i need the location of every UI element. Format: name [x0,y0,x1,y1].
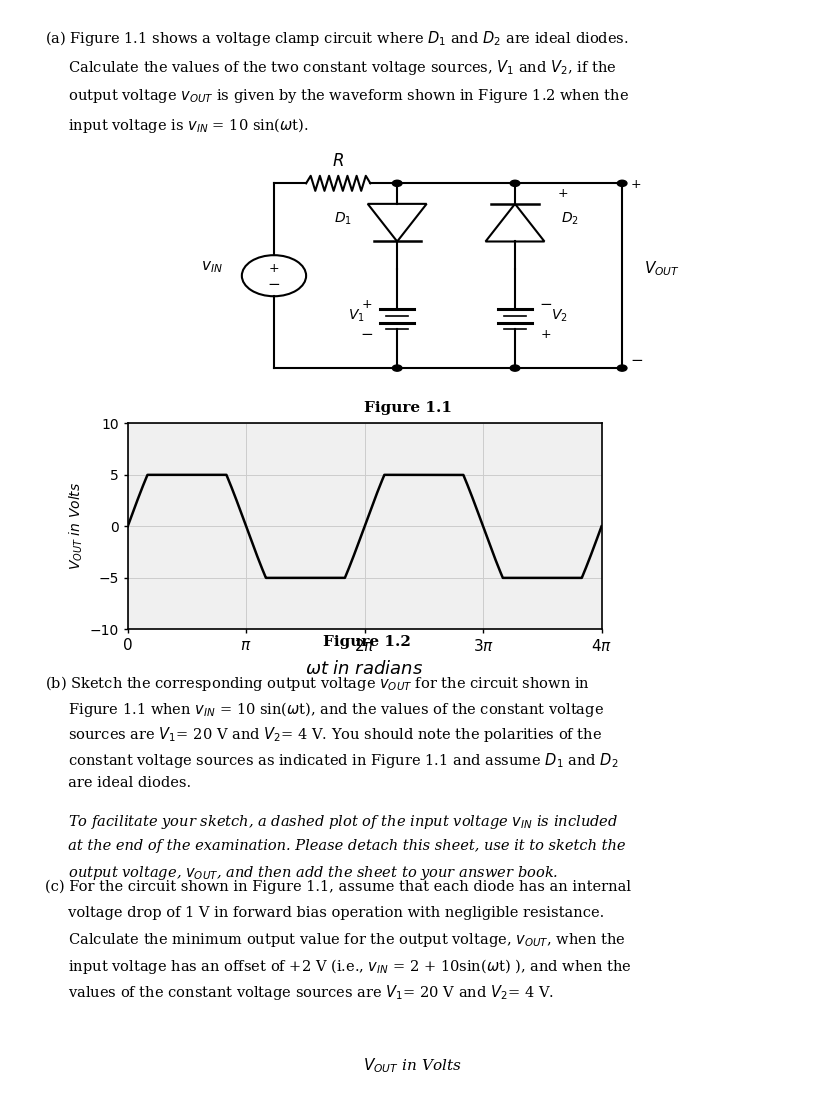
Circle shape [617,365,627,371]
Text: −: − [630,353,643,368]
Text: Figure 1.2: Figure 1.2 [323,635,410,649]
Text: (c) For the circuit shown in Figure 1.1, assume that each diode has an internal: (c) For the circuit shown in Figure 1.1,… [45,880,631,895]
Circle shape [617,180,627,186]
Y-axis label: $V_{OUT}$ in Volts: $V_{OUT}$ in Volts [68,482,85,570]
Text: −: − [268,276,280,292]
Text: +: + [541,329,550,341]
Text: sources are $V_1$= 20 V and $V_2$= 4 V. You should note the polarities of the: sources are $V_1$= 20 V and $V_2$= 4 V. … [45,725,602,744]
Text: input voltage has an offset of +2 V (i.e., $v_{IN}$ = 2 + 10sin($\omega$t) ), an: input voltage has an offset of +2 V (i.e… [45,957,632,976]
Text: output voltage $v_{OUT}$ is given by the waveform shown in Figure 1.2 when the: output voltage $v_{OUT}$ is given by the… [45,87,630,105]
Circle shape [510,365,520,371]
Text: (b) Sketch the corresponding output voltage $v_{OUT}$ for the circuit shown in: (b) Sketch the corresponding output volt… [45,674,590,693]
Text: $R$: $R$ [332,153,344,170]
Text: Figure 1.1: Figure 1.1 [364,401,452,416]
Text: are ideal diodes.: are ideal diodes. [45,776,191,791]
Text: output voltage, $v_{OUT}$, and then add the sheet to your answer book.: output voltage, $v_{OUT}$, and then add … [45,864,559,882]
Text: $V_{OUT}$: $V_{OUT}$ [644,260,679,278]
Text: constant voltage sources as indicated in Figure 1.1 and assume $D_1$ and $D_2$: constant voltage sources as indicated in… [45,751,619,770]
Text: To facilitate your sketch, a dashed plot of the input voltage $v_{IN}$ is includ: To facilitate your sketch, a dashed plot… [45,813,619,831]
Text: Figure 1.1 when $v_{IN}$ = 10 sin($\omega$t), and the values of the constant vol: Figure 1.1 when $v_{IN}$ = 10 sin($\omeg… [45,700,604,719]
Text: −: − [539,296,552,312]
Text: Calculate the values of the two constant voltage sources, $V_1$ and $V_2$, if th: Calculate the values of the two constant… [45,58,617,77]
Text: $V_{OUT}$ in Volts: $V_{OUT}$ in Volts [363,1056,461,1075]
Text: −: − [360,328,373,342]
Text: $V_2$: $V_2$ [550,307,567,323]
Text: $v_{IN}$: $v_{IN}$ [202,260,223,275]
Circle shape [392,365,402,371]
Text: Calculate the minimum output value for the output voltage, $v_{OUT}$, when the: Calculate the minimum output value for t… [45,931,625,949]
Circle shape [510,180,520,186]
Text: voltage drop of 1 V in forward bias operation with negligible resistance.: voltage drop of 1 V in forward bias oper… [45,906,605,920]
Text: +: + [630,178,641,192]
Text: at the end of the examination. Please detach this sheet, use it to sketch the: at the end of the examination. Please de… [45,839,625,853]
Text: (a) Figure 1.1 shows a voltage clamp circuit where $D_1$ and $D_2$ are ideal dio: (a) Figure 1.1 shows a voltage clamp cir… [45,29,629,48]
Text: $D_1$: $D_1$ [334,211,352,227]
Text: +: + [362,297,372,311]
Text: input voltage is $v_{IN}$ = 10 sin($\omega$t).: input voltage is $v_{IN}$ = 10 sin($\ome… [45,116,309,135]
X-axis label: $\omega t$ in radians: $\omega t$ in radians [306,659,424,678]
Text: values of the constant voltage sources are $V_1$= 20 V and $V_2$= 4 V.: values of the constant voltage sources a… [45,983,555,1001]
Text: +: + [269,262,279,275]
Circle shape [392,180,402,186]
Text: $V_1$: $V_1$ [348,307,364,323]
Text: +: + [558,187,569,199]
Text: $D_2$: $D_2$ [560,211,578,227]
